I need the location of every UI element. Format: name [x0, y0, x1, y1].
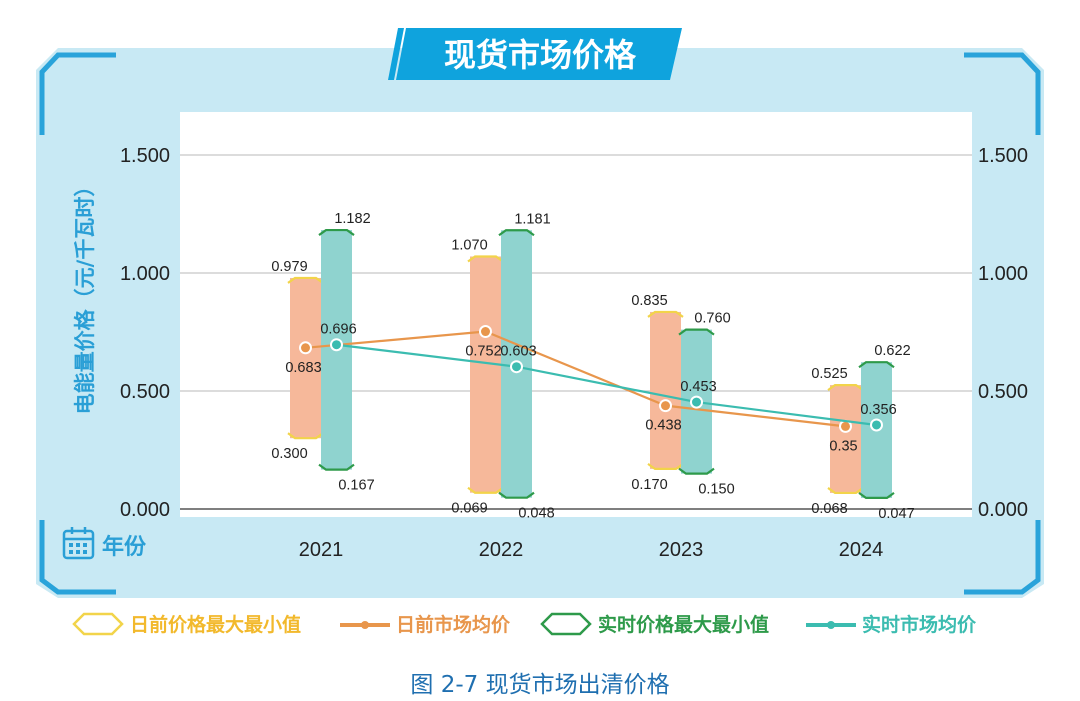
dayahead-bar-2021: [290, 277, 321, 439]
legend-item-dayahead-avg: 日前市场均价: [340, 613, 511, 636]
dayahead-min-cap-2023: [647, 462, 684, 470]
y-tick-left-1.500: 1.500: [120, 145, 170, 167]
dayahead-min-label-2024: 0.068: [811, 501, 847, 517]
y-tick-right-1.000: 1.000: [978, 263, 1028, 285]
realtime-min-label-2022: 0.048: [518, 506, 554, 522]
legend-label-realtime-avg: 实时市场均价: [862, 613, 977, 636]
dayahead-min-cap-2021: [287, 432, 324, 440]
realtime-max-label-2023: 0.760: [694, 311, 730, 327]
dayahead-max-cap-2023: [647, 310, 684, 318]
dayahead-min-label-2023: 0.170: [631, 477, 667, 493]
legend-label-dayahead-avg: 日前市场均价: [396, 613, 511, 636]
realtime-max-cap-2022: [498, 229, 535, 237]
realtime-avg-marker-2023: [690, 395, 703, 409]
dayahead-min-label-2021: 0.300: [271, 446, 307, 462]
dayahead-max-label-2021: 0.979: [271, 259, 307, 275]
realtime-avg-label-2022: 0.603: [500, 344, 536, 360]
legend-label-dayahead-range: 日前价格最大最小值: [130, 613, 301, 636]
dayahead-max-label-2022: 1.070: [451, 237, 487, 253]
dayahead-avg-label-2021: 0.683: [285, 360, 321, 376]
realtime-min-cap-2024: [858, 492, 895, 500]
dayahead-bar-2022: [470, 256, 501, 493]
legend-item-dayahead-range: 日前价格最大最小值: [72, 612, 301, 636]
data-labels: 0.979 0.300 1.182 0.167 1.070 0.069 1.181 0.048…: [271, 211, 914, 522]
x-tick-2022: 2022: [479, 539, 524, 561]
realtime-min-cap-2023: [678, 467, 715, 475]
calendar-icon: [62, 527, 95, 560]
dayahead-avg-label-2023: 0.438: [645, 418, 681, 434]
dayahead-min-cap-2024: [827, 487, 864, 495]
realtime-max-label-2021: 1.182: [334, 211, 370, 227]
realtime-min-label-2021: 0.167: [338, 478, 374, 494]
realtime-avg-line: [336, 343, 877, 427]
dayahead-max-cap-2021: [287, 276, 324, 284]
axis-ticks: 0.000 0.000 0.500 0.500 1.000 1.000 1.500 1.500…: [120, 145, 1028, 561]
realtime-min-cap-2021: [318, 463, 355, 471]
realtime-max-label-2022: 1.181: [514, 211, 550, 227]
realtime-max-cap-2023: [678, 328, 715, 336]
dayahead-avg-label-2024: 0.35: [829, 438, 857, 454]
realtime-max-cap-2024: [858, 361, 895, 369]
range-bars: [287, 228, 895, 500]
dayahead-max-cap-2022: [467, 255, 504, 263]
realtime-avg-label-2023: 0.453: [680, 379, 716, 395]
x-tick-2024: 2024: [839, 539, 884, 561]
dayahead-avg-marker-2023: [659, 399, 672, 413]
x-tick-2023: 2023: [659, 539, 704, 561]
realtime-avg-marker-2024: [870, 418, 883, 432]
y-tick-left-0.000: 0.000: [120, 499, 170, 521]
dayahead-avg-legend-marker: [361, 621, 369, 629]
dayahead-max-cap-2024: [827, 384, 864, 391]
y-axis-label: 电能量价格（元/千瓦时）: [73, 176, 97, 415]
title-badge: 现货市场价格: [388, 28, 682, 80]
realtime-min-label-2024: 0.047: [878, 506, 914, 522]
x-tick-2021: 2021: [299, 539, 344, 561]
realtime-max-cap-2021: [318, 228, 355, 236]
y-tick-right-1.500: 1.500: [978, 145, 1028, 167]
realtime-avg-label-2021: 0.696: [320, 322, 356, 338]
dayahead-avg-label-2022: 0.752: [465, 344, 501, 360]
chart-title: 现货市场价格: [444, 36, 637, 74]
realtime-avg-legend-marker: [827, 621, 835, 629]
realtime-min-label-2023: 0.150: [698, 482, 734, 498]
y-tick-left-0.500: 0.500: [120, 381, 170, 403]
legend-item-realtime-range: 实时价格最大最小值: [540, 612, 769, 636]
y-tick-right-0.000: 0.000: [978, 499, 1028, 521]
dayahead-avg-marker-2022: [479, 325, 492, 339]
dayahead-min-cap-2022: [467, 486, 504, 494]
y-tick-left-1.000: 1.000: [120, 263, 170, 285]
dayahead-avg-line: [305, 330, 846, 428]
realtime-range-legend-icon: [540, 612, 592, 636]
legend-item-realtime-avg: 实时市场均价: [806, 613, 977, 636]
dayahead-range-legend-icon: [72, 612, 124, 636]
legend-label-realtime-range: 实时价格最大最小值: [598, 613, 769, 636]
figure-caption: 图 2-7 现货市场出清价格: [410, 672, 669, 698]
realtime-avg-marker-2021: [330, 338, 343, 352]
dayahead-bar-2024: [830, 385, 861, 493]
x-axis-label-group: 年份: [62, 527, 147, 560]
average-lines: [299, 325, 883, 433]
legend: 日前价格最大最小值 日前市场均价 实时价格最大最小值 实时市场均价: [72, 612, 977, 636]
dayahead-bar-2023: [650, 311, 681, 469]
realtime-avg-label-2024: 0.356: [860, 402, 896, 418]
realtime-min-cap-2022: [498, 491, 535, 499]
realtime-max-label-2024: 0.622: [874, 343, 910, 359]
dayahead-max-label-2023: 0.835: [631, 293, 667, 309]
realtime-avg-marker-2022: [510, 360, 523, 374]
y-tick-right-0.500: 0.500: [978, 381, 1028, 403]
dayahead-min-label-2022: 0.069: [451, 501, 487, 517]
x-axis-label: 年份: [102, 534, 147, 560]
dayahead-avg-marker-2021: [299, 341, 312, 355]
dayahead-max-label-2024: 0.525: [811, 366, 847, 382]
